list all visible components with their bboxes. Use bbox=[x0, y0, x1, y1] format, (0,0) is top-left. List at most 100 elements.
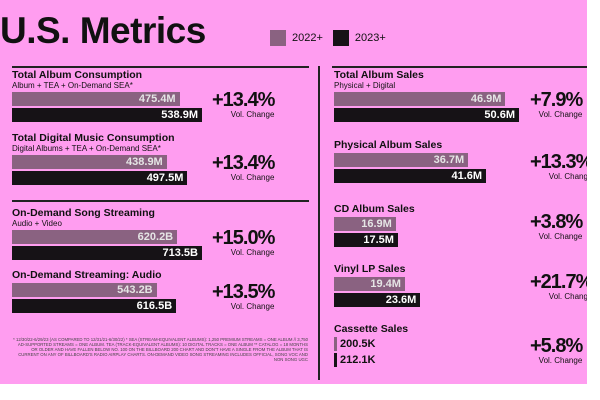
bar-value-label: 19.4M bbox=[370, 278, 401, 290]
metric-title: CD Album Sales bbox=[334, 203, 415, 215]
volume-change-0: +13.4% Vol. Change bbox=[212, 90, 275, 119]
bar-2022: 475.4M bbox=[12, 92, 180, 106]
change-label: Vol. Change bbox=[548, 292, 587, 301]
metric-bars: 543.2B 616.5B bbox=[12, 283, 177, 313]
metric-subtitle: Digital Albums + TEA + On-Demand SEA* bbox=[12, 144, 161, 153]
bar-2022: 620.2B bbox=[12, 230, 178, 244]
bar-2022: 16.9M bbox=[334, 217, 396, 231]
metric-block-3: On-Demand Streaming: Audio 543.2B 616.5B bbox=[12, 269, 177, 315]
bar-2023: 616.5B bbox=[12, 299, 177, 313]
metric-title: Total Album Sales bbox=[334, 69, 424, 81]
metric-title: On-Demand Song Streaming bbox=[12, 207, 155, 219]
metric-bars: 620.2B 713.5B bbox=[12, 230, 202, 260]
volume-change-5: +13.3%Vol. Change bbox=[530, 152, 587, 181]
bar-2023: 41.6M bbox=[334, 169, 487, 183]
change-label: Vol. Change bbox=[230, 248, 275, 257]
bar-2022: 543.2B bbox=[12, 283, 157, 297]
metric-block-4: Total Album Sales Physical + Digital 46.9M… bbox=[334, 70, 519, 124]
metric-block-2: On-Demand Song Streaming Audio + Video 620… bbox=[12, 208, 202, 262]
change-value: +21.7% bbox=[530, 271, 587, 293]
change-label: Vol. Change bbox=[230, 110, 275, 119]
change-value: +3.8% bbox=[530, 211, 583, 233]
change-label: Vol. Change bbox=[538, 356, 583, 365]
metric-block-1: Total Digital Music Consumption Digital A… bbox=[12, 132, 188, 187]
change-value: +5.8% bbox=[530, 335, 583, 357]
bar-value-label: 41.6M bbox=[451, 170, 483, 182]
change-label: Vol. Change bbox=[548, 172, 587, 181]
metric-subtitle: Audio + Video bbox=[12, 219, 62, 228]
metric-bars: 46.9M 50.6M bbox=[334, 92, 519, 122]
metric-bars: 36.7M 41.6M bbox=[334, 153, 487, 183]
legend: 2022+ 2023+ bbox=[270, 30, 396, 46]
legend-label-2023: 2023+ bbox=[354, 32, 386, 44]
volume-change-1: +13.4% Vol. Change bbox=[212, 152, 275, 182]
bar-2022: 36.7M bbox=[334, 153, 469, 167]
metric-title: Vinyl LP Sales bbox=[334, 263, 406, 275]
bar-value-label: 46.9M bbox=[470, 93, 502, 105]
metric-subtitle: Album + TEA + On-Demand SEA* bbox=[12, 81, 133, 90]
metric-bars: 475.4M 538.9M bbox=[12, 92, 202, 122]
metric-block-6: CD Album Sales 16.9M 17.5M bbox=[334, 204, 415, 249]
change-value: +13.3% bbox=[530, 151, 587, 173]
change-value: +15.0% bbox=[212, 227, 275, 249]
bar-value-label: 50.6M bbox=[484, 109, 515, 121]
bar-value-label: 543.2B bbox=[117, 284, 153, 296]
bar-value-label: 475.4M bbox=[138, 93, 176, 105]
change-label: Vol. Change bbox=[230, 302, 275, 311]
bar-2023: 17.5M bbox=[334, 233, 398, 247]
bar-2023: 538.9M bbox=[12, 108, 202, 122]
bar-value-label: 16.9M bbox=[361, 218, 392, 230]
metric-title: Total Album Consumption bbox=[12, 69, 143, 81]
change-label: Vol. Change bbox=[538, 232, 583, 241]
metric-title: Cassette Sales bbox=[334, 323, 409, 335]
bar-2022: 438.9M bbox=[12, 155, 167, 169]
metric-title: Total Digital Music Consumption bbox=[12, 132, 175, 144]
metric-title: On-Demand Streaming: Audio bbox=[12, 269, 162, 281]
bar-2023: 50.6M bbox=[334, 108, 519, 122]
metric-bars: 200.5K 212.1K bbox=[334, 337, 408, 367]
bar-2022: 200.5K bbox=[334, 337, 375, 351]
volume-change-8: +5.8% Vol. Change bbox=[530, 335, 583, 365]
divider-left-mid bbox=[12, 200, 309, 202]
bar-value-label: 36.7M bbox=[433, 154, 465, 166]
metric-bars: 438.9M 497.5M bbox=[12, 155, 188, 185]
change-value: +7.9% bbox=[530, 89, 583, 111]
bar-2023: 497.5M bbox=[12, 171, 188, 185]
bar-value-label: 713.5B bbox=[162, 247, 198, 259]
legend-swatch-2022 bbox=[270, 30, 286, 46]
bar-2023: 23.6M bbox=[334, 293, 421, 307]
bar-value-label: 620.2B bbox=[137, 231, 174, 243]
bar-value-label: 538.9M bbox=[161, 109, 198, 121]
bar-value-label: 23.6M bbox=[385, 294, 417, 306]
footnote: * 12/30/22-6/29/23 (AS COMPARED TO 12/31… bbox=[13, 337, 308, 362]
divider-left-top bbox=[12, 66, 309, 68]
volume-change-7: +21.7%Vol. Change bbox=[530, 272, 587, 301]
legend-label-2022: 2022+ bbox=[292, 32, 323, 44]
infographic-board: U.S. Metrics 2022+ 2023+ Total Album Con… bbox=[0, 0, 587, 384]
metric-block-0: Total Album Consumption Album + TEA + On-… bbox=[12, 70, 202, 124]
change-label: Vol. Change bbox=[538, 110, 583, 119]
metric-block-8: Cassette Sales 200.5K 212.1K bbox=[334, 324, 408, 369]
metric-block-7: Vinyl LP Sales 19.4M 23.6M bbox=[334, 263, 421, 309]
bar-2022: 19.4M bbox=[334, 277, 405, 291]
change-value: +13.5% bbox=[212, 281, 275, 303]
metric-title: Physical Album Sales bbox=[334, 139, 443, 151]
volume-change-3: +13.5% Vol. Change bbox=[212, 281, 275, 311]
bar-value-label: 438.9M bbox=[126, 156, 163, 168]
bar-2023: 212.1K bbox=[334, 353, 375, 367]
volume-change-4: +7.9% Vol. Change bbox=[530, 89, 583, 119]
volume-change-2: +15.0% Vol. Change bbox=[212, 227, 275, 257]
change-value: +13.4% bbox=[212, 152, 275, 174]
bar-value-label: 497.5M bbox=[146, 172, 184, 184]
bar-2022: 46.9M bbox=[334, 92, 506, 106]
change-label: Vol. Change bbox=[230, 173, 275, 182]
metric-bars: 19.4M 23.6M bbox=[334, 277, 421, 307]
divider-right-top bbox=[332, 66, 587, 68]
metric-subtitle: Physical + Digital bbox=[334, 81, 396, 90]
metric-bars: 16.9M 17.5M bbox=[334, 217, 415, 247]
legend-item-2023: 2023+ bbox=[332, 30, 386, 46]
divider-vertical bbox=[318, 66, 320, 380]
page-title: U.S. Metrics bbox=[0, 10, 206, 51]
bar-value-label: 17.5M bbox=[363, 234, 394, 246]
volume-change-6: +3.8% Vol. Change bbox=[530, 211, 583, 241]
